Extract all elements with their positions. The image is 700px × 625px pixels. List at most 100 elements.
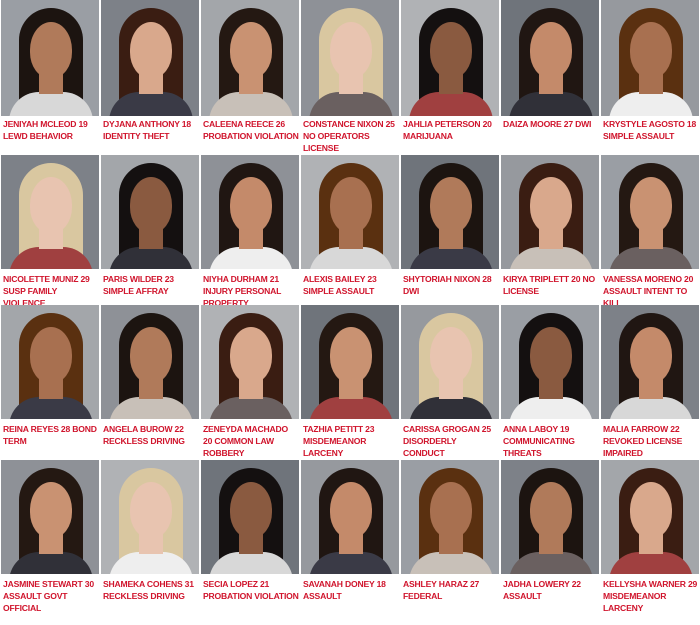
face-shape <box>30 177 72 233</box>
mugshot-caption: KIRYA TRIPLETT 20 NO LICENSE <box>503 274 595 296</box>
mugshot-card: ALEXIS BAILEY 23 SIMPLE ASSAULT <box>300 155 400 305</box>
face-shape <box>230 482 272 538</box>
face-shape <box>130 22 172 78</box>
mugshot-caption: CARISSA GROGAN 25 DISORDERLY CONDUCT <box>403 424 491 458</box>
face-shape <box>230 177 272 233</box>
mugshot-card: ANGELA BUROW 22 RECKLESS DRIVING <box>100 305 200 460</box>
neck-shape <box>439 229 463 249</box>
mugshot-card: TAZHIA PETITT 23 MISDEMEANOR LARCENY <box>300 305 400 460</box>
mugshot-photo <box>101 0 199 116</box>
mugshot-card: NIYHA DURHAM 21 INJURY PERSONAL PROPERTY <box>200 155 300 305</box>
mugshot-caption: JAHLIA PETERSON 20 MARIJUANA <box>403 119 492 141</box>
mugshot-photo <box>1 155 99 269</box>
shirt-shape <box>109 247 193 269</box>
shirt-shape <box>509 247 593 269</box>
mugshot-photo <box>1 305 99 419</box>
mugshot-card: CONSTANCE NIXON 25 NO OPERATORS LICENSE <box>300 0 400 155</box>
shirt-shape <box>209 247 293 269</box>
mugshot-caption: KRYSTYLE AGOSTO 18 SIMPLE ASSAULT <box>603 119 697 141</box>
mugshot-caption: JENIYAH MCLEOD 19 LEWD BEHAVIOR <box>3 119 88 141</box>
neck-shape <box>339 74 363 94</box>
mugshot-card: REINA REYES 28 BOND TERM <box>0 305 100 460</box>
shirt-shape <box>409 92 493 116</box>
face-shape <box>430 177 472 233</box>
mugshot-card: CARISSA GROGAN 25 DISORDERLY CONDUCT <box>400 305 500 460</box>
neck-shape <box>239 229 263 249</box>
mugshot-photo <box>1 460 99 574</box>
shirt-shape <box>9 397 93 419</box>
mugshot-caption: PARIS WILDER 23 SIMPLE AFFRAY <box>103 274 174 296</box>
shirt-shape <box>109 397 193 419</box>
mugshot-card: NICOLETTE MUNIZ 29 SUSP FAMILY VIOLENCE <box>0 155 100 305</box>
mugshot-caption: CONSTANCE NIXON 25 NO OPERATORS LICENSE <box>303 119 395 153</box>
mugshot-card: DYJANA ANTHONY 18 IDENTITY THEFT <box>100 0 200 155</box>
mugshot-photo <box>101 155 199 269</box>
face-shape <box>630 22 672 78</box>
face-shape <box>530 482 572 538</box>
shirt-shape <box>109 92 193 116</box>
shirt-shape <box>409 397 493 419</box>
neck-shape <box>439 379 463 399</box>
mugshot-photo <box>1 0 99 116</box>
mugshot-caption: TAZHIA PETITT 23 MISDEMEANOR LARCENY <box>303 424 375 458</box>
mugshot-card: SHAMEKA COHENS 31 RECKLESS DRIVING <box>100 460 200 625</box>
shirt-shape <box>9 247 93 269</box>
mugshot-caption: DAIZA MOORE 27 DWI <box>503 119 592 129</box>
face-shape <box>130 177 172 233</box>
mugshot-caption: SAVANAH DONEY 18 ASSAULT <box>303 579 386 601</box>
mugshot-caption: KELLYSHA WARNER 29 MISDEMEANOR LARCENY <box>603 579 698 613</box>
mugshot-photo <box>501 155 599 269</box>
mugshot-caption: ALEXIS BAILEY 23 SIMPLE ASSAULT <box>303 274 377 296</box>
mugshot-caption: ANGELA BUROW 22 RECKLESS DRIVING <box>103 424 185 446</box>
shirt-shape <box>609 397 693 419</box>
neck-shape <box>439 534 463 554</box>
neck-shape <box>239 74 263 94</box>
mugshot-caption: ANNA LABOY 19 COMMUNICATING THREATS <box>503 424 575 458</box>
neck-shape <box>139 379 163 399</box>
shirt-shape <box>609 552 693 574</box>
face-shape <box>330 177 372 233</box>
mugshot-caption: NIYHA DURHAM 21 INJURY PERSONAL PROPERTY <box>203 274 282 305</box>
mugshot-photo <box>601 0 699 116</box>
face-shape <box>630 482 672 538</box>
face-shape <box>530 177 572 233</box>
face-shape <box>330 22 372 78</box>
mugshot-card: JENIYAH MCLEOD 19 LEWD BEHAVIOR <box>0 0 100 155</box>
mugshot-card: KRYSTYLE AGOSTO 18 SIMPLE ASSAULT <box>600 0 700 155</box>
face-shape <box>330 327 372 383</box>
face-shape <box>30 482 72 538</box>
face-shape <box>130 482 172 538</box>
mugshot-caption: ZENEYDA MACHADO 20 COMMON LAW ROBBERY <box>203 424 289 458</box>
mugshot-photo <box>201 460 299 574</box>
mugshot-card: JADHA LOWERY 22 ASSAULT <box>500 460 600 625</box>
neck-shape <box>339 229 363 249</box>
mugshot-card: SHYTORIAH NIXON 28 DWI <box>400 155 500 305</box>
mugshot-photo <box>501 460 599 574</box>
neck-shape <box>439 74 463 94</box>
shirt-shape <box>209 552 293 574</box>
mugshot-photo <box>401 155 499 269</box>
mugshot-card: MALIA FARROW 22 REVOKED LICENSE IMPAIRED <box>600 305 700 460</box>
neck-shape <box>139 229 163 249</box>
face-shape <box>630 327 672 383</box>
neck-shape <box>539 534 563 554</box>
mugshot-card: KELLYSHA WARNER 29 MISDEMEANOR LARCENY <box>600 460 700 625</box>
mugshot-photo <box>401 0 499 116</box>
neck-shape <box>239 534 263 554</box>
mugshot-caption: JADHA LOWERY 22 ASSAULT <box>503 579 581 601</box>
shirt-shape <box>609 247 693 269</box>
mugshot-photo <box>301 305 399 419</box>
neck-shape <box>39 74 63 94</box>
face-shape <box>430 327 472 383</box>
mugshot-caption: CALEENA REECE 26 PROBATION VIOLATION <box>203 119 299 141</box>
neck-shape <box>639 74 663 94</box>
face-shape <box>530 327 572 383</box>
neck-shape <box>339 379 363 399</box>
mugshot-photo <box>201 0 299 116</box>
face-shape <box>630 177 672 233</box>
mugshot-card: PARIS WILDER 23 SIMPLE AFFRAY <box>100 155 200 305</box>
neck-shape <box>539 74 563 94</box>
shirt-shape <box>209 397 293 419</box>
shirt-shape <box>209 92 293 116</box>
